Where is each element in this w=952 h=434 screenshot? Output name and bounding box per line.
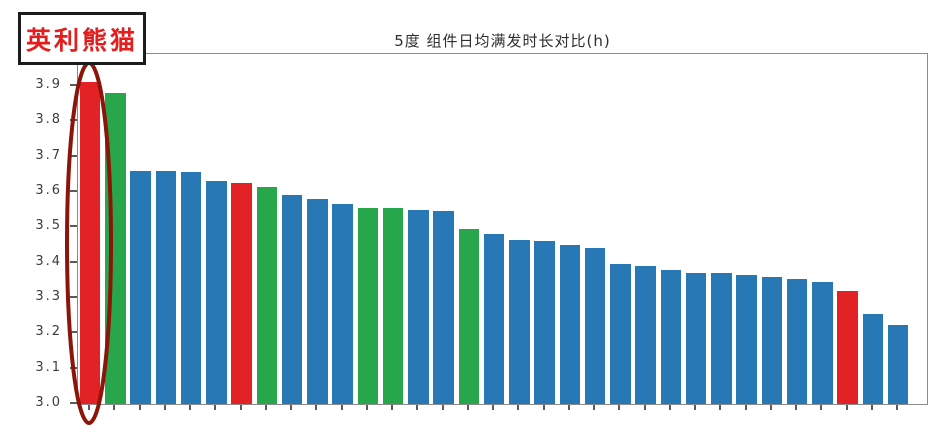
y-tick-label: 3.7 bbox=[35, 147, 62, 163]
annotation-label: 英利熊猫 bbox=[25, 25, 138, 55]
bar bbox=[584, 248, 606, 404]
x-tick-mark bbox=[416, 405, 419, 410]
x-tick-mark bbox=[795, 405, 797, 410]
y-tick-mark bbox=[70, 119, 77, 122]
bar bbox=[382, 207, 404, 404]
y-tick-label: 3.1 bbox=[35, 359, 62, 375]
bar bbox=[837, 290, 858, 404]
bar bbox=[660, 269, 681, 404]
plot-area bbox=[77, 53, 928, 405]
x-tick-mark bbox=[668, 405, 671, 410]
bar bbox=[812, 282, 833, 404]
x-tick-mark bbox=[769, 405, 772, 410]
bar bbox=[281, 195, 303, 404]
bar bbox=[458, 229, 479, 404]
bar bbox=[509, 239, 530, 404]
x-tick-mark bbox=[466, 405, 469, 410]
x-tick-mark bbox=[365, 405, 368, 410]
y-tick-mark bbox=[70, 83, 77, 86]
x-tick-mark bbox=[517, 405, 520, 410]
bar bbox=[307, 198, 328, 404]
x-tick-mark bbox=[567, 405, 570, 410]
bar bbox=[610, 264, 631, 404]
y-tick-mark bbox=[70, 366, 77, 369]
x-tick-mark bbox=[870, 405, 873, 410]
x-tick-mark bbox=[542, 405, 545, 410]
bar bbox=[736, 275, 757, 404]
y-tick-mark bbox=[70, 331, 77, 334]
x-tick-mark bbox=[744, 405, 747, 410]
y-tick-label: 3.9 bbox=[35, 76, 62, 92]
bar bbox=[206, 181, 227, 404]
x-tick-mark bbox=[290, 405, 292, 410]
y-tick-mark bbox=[70, 402, 77, 404]
bar bbox=[231, 183, 252, 404]
x-tick-mark bbox=[845, 405, 848, 410]
bar bbox=[887, 324, 909, 404]
bar bbox=[685, 273, 707, 404]
bar bbox=[786, 278, 808, 404]
x-tick-mark bbox=[694, 405, 696, 410]
x-tick-mark bbox=[719, 405, 722, 410]
x-tick-mark bbox=[441, 405, 444, 410]
y-tick-label: 3.4 bbox=[35, 253, 62, 269]
x-tick-mark bbox=[896, 405, 898, 410]
x-tick-mark bbox=[340, 405, 343, 410]
x-tick-mark bbox=[391, 405, 393, 410]
bar bbox=[408, 209, 429, 404]
x-tick-mark bbox=[163, 405, 166, 410]
x-tick-mark bbox=[315, 405, 318, 410]
x-tick-mark bbox=[88, 405, 90, 410]
y-tick-label: 3.2 bbox=[35, 324, 62, 340]
x-tick-mark bbox=[239, 405, 242, 410]
y-tick-mark bbox=[70, 295, 77, 298]
annotation-callout-box: 英利熊猫 bbox=[18, 12, 146, 65]
bar bbox=[180, 172, 202, 404]
bar bbox=[862, 313, 883, 404]
bar bbox=[256, 186, 277, 404]
bar bbox=[79, 82, 101, 404]
x-tick-mark bbox=[214, 405, 217, 410]
x-tick-mark bbox=[138, 405, 141, 410]
y-tick-label: 3.8 bbox=[35, 112, 62, 128]
y-tick-mark bbox=[70, 189, 77, 192]
y-tick-label: 3.6 bbox=[35, 182, 62, 198]
x-tick-mark bbox=[492, 405, 494, 410]
x-tick-mark bbox=[593, 405, 595, 410]
x-tick-mark bbox=[643, 405, 646, 410]
bar bbox=[155, 170, 176, 404]
bar bbox=[559, 244, 580, 404]
x-tick-mark bbox=[264, 405, 267, 410]
y-tick-label: 3.3 bbox=[35, 288, 62, 304]
bar bbox=[433, 211, 454, 404]
y-tick-label: 3.5 bbox=[35, 218, 62, 234]
bar bbox=[635, 266, 656, 404]
bar bbox=[357, 207, 378, 404]
bar bbox=[483, 234, 505, 404]
y-tick-mark bbox=[70, 225, 77, 228]
bar bbox=[130, 170, 151, 404]
x-tick-mark bbox=[113, 405, 116, 410]
x-tick-mark bbox=[820, 405, 823, 410]
bar bbox=[534, 241, 555, 404]
bar bbox=[761, 276, 782, 404]
x-tick-mark bbox=[618, 405, 621, 410]
y-tick-label: 3.0 bbox=[35, 395, 62, 410]
x-tick-mark bbox=[189, 405, 191, 410]
bar bbox=[105, 92, 126, 404]
chart-title: 5度 组件日均满发时长对比(h) bbox=[394, 32, 611, 50]
bar bbox=[711, 273, 732, 404]
y-tick-mark bbox=[70, 154, 77, 157]
y-tick-mark bbox=[70, 260, 77, 263]
bar bbox=[332, 204, 353, 404]
